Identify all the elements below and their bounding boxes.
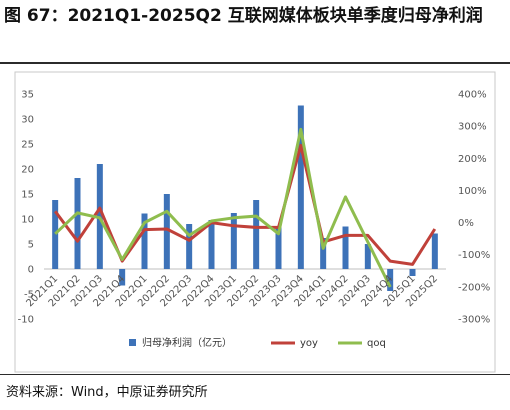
legend-qoq-label: qoq [367,338,386,349]
bar-2021Q4 [119,269,126,286]
bar-2021Q1 [52,200,59,269]
left-tick-label: -5 [24,290,34,301]
left-tick-label: 10 [21,215,34,226]
right-tick-label: -300% [458,315,490,326]
legend: 归母净利润（亿元） yoy qoq [129,336,386,349]
bar-2025Q1 [409,269,416,276]
left-tick-label: 35 [21,90,34,101]
left-tick-label: 30 [21,115,34,126]
bar-2022Q4 [208,220,215,269]
legend-bar-label: 归母净利润（亿元） [142,336,232,349]
left-tick-label: 0 [28,265,34,276]
bar-2025Q2 [431,233,438,269]
bar-2024Q3 [364,244,371,269]
bar-2024Q1 [320,238,327,269]
bar-2022Q3 [186,224,193,269]
left-tick-label: 15 [21,190,34,201]
figure-title: 图 67：2021Q1-2025Q2 互联网媒体板块单季度归母净利润 [4,6,483,26]
title-divider [0,62,510,64]
bar-2023Q2 [253,200,260,269]
legend-bar-swatch [129,339,136,346]
bar-2023Q1 [230,213,237,269]
chart-frame [14,71,496,373]
left-tick-label: 20 [21,165,34,176]
right-tick-label: -200% [458,282,490,293]
chart-svg: -10 -5 0 5 10 15 20 25 30 35 -300% -200% -100% 0% 100… [14,71,496,373]
left-tick-label: 25 [21,140,34,151]
bar-2021Q2 [74,178,81,269]
left-axis-ticks: -10 -5 0 5 10 15 20 25 30 35 [18,90,34,326]
right-axis-ticks: -300% -200% -100% 0% 100% 200% 300% 400% [458,90,490,326]
legend-yoy-label: yoy [300,338,318,349]
right-tick-label: 400% [458,90,487,101]
bar-2024Q4 [387,269,394,291]
source-divider [0,374,510,375]
left-tick-label: -10 [18,315,34,326]
line-series [53,127,437,288]
source-note: 资料来源：Wind，中原证券研究所 [6,385,208,400]
right-tick-label: 200% [458,154,487,165]
qoq-line [54,127,392,288]
bar-2024Q2 [342,226,349,269]
right-tick-label: -100% [458,250,490,261]
bar-2023Q3 [275,226,282,269]
left-tick-label: 5 [28,240,34,251]
bar-2022Q1 [141,213,148,269]
bar-2023Q4 [297,105,304,269]
right-tick-label: 100% [458,186,487,197]
right-tick-label: 0% [458,218,474,229]
right-tick-label: 300% [458,122,487,133]
chart-area: -10 -5 0 5 10 15 20 25 30 35 -300% -200% -100% 0% 100… [0,64,510,374]
x-axis-labels: 2021Q12021Q22021Q32021Q42022Q12022Q22022… [24,273,440,309]
bar-2022Q2 [163,194,170,269]
yoy-line [53,143,437,266]
